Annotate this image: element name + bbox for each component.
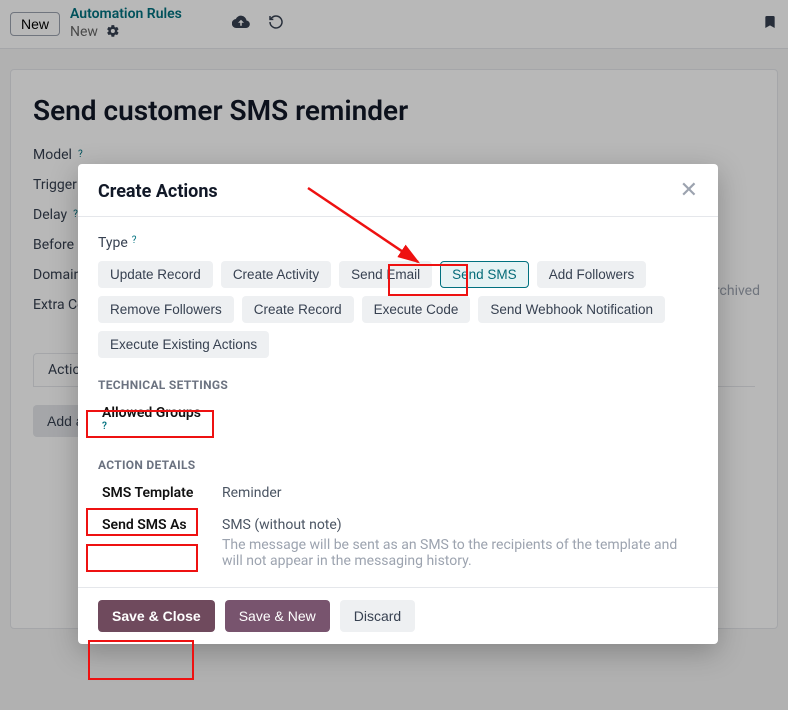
help-icon[interactable]: ? <box>132 235 137 246</box>
type-option-add-followers[interactable]: Add Followers <box>537 261 647 288</box>
close-icon[interactable]: ✕ <box>680 180 698 202</box>
modal-title: Create Actions <box>98 181 218 202</box>
sms-template-label: SMS Template <box>98 482 210 504</box>
type-option-remove-followers[interactable]: Remove Followers <box>98 296 234 323</box>
modal-footer: Save & Close Save & New Discard <box>78 587 718 644</box>
send-sms-as-value[interactable]: SMS (without note) <box>222 514 698 533</box>
modal-body: Type ? Update Record Create Activity Send … <box>78 217 718 587</box>
type-option-create-record[interactable]: Create Record <box>242 296 354 323</box>
type-label: Type <box>98 235 128 251</box>
type-option-update-record[interactable]: Update Record <box>98 261 213 288</box>
save-close-button[interactable]: Save & Close <box>98 600 215 632</box>
type-option-execute-code[interactable]: Execute Code <box>362 296 471 323</box>
create-actions-modal: Create Actions ✕ Type ? Update Record Cre… <box>78 164 718 644</box>
modal-header: Create Actions ✕ <box>78 164 718 217</box>
type-options-group: Update Record Create Activity Send Email Se… <box>98 261 698 358</box>
send-sms-as-help: The message will be sent as an SMS to th… <box>222 537 698 569</box>
allowed-groups-label: Allowed Groups ? <box>98 402 210 442</box>
technical-settings-heading: TECHNICAL SETTINGS <box>98 378 698 392</box>
type-option-send-sms[interactable]: Send SMS <box>440 261 529 288</box>
type-option-send-webhook-notification[interactable]: Send Webhook Notification <box>478 296 665 323</box>
action-details-heading: ACTION DETAILS <box>98 458 698 472</box>
sms-template-value[interactable]: Reminder <box>222 482 282 501</box>
allowed-groups-label-text: Allowed Groups <box>102 405 201 421</box>
save-new-button[interactable]: Save & New <box>225 600 330 632</box>
type-option-send-email[interactable]: Send Email <box>339 261 432 288</box>
type-option-execute-existing-actions[interactable]: Execute Existing Actions <box>98 331 269 358</box>
discard-button[interactable]: Discard <box>340 600 415 632</box>
type-option-create-activity[interactable]: Create Activity <box>221 261 331 288</box>
send-sms-as-label: Send SMS As <box>98 514 210 536</box>
help-icon[interactable]: ? <box>102 421 107 432</box>
